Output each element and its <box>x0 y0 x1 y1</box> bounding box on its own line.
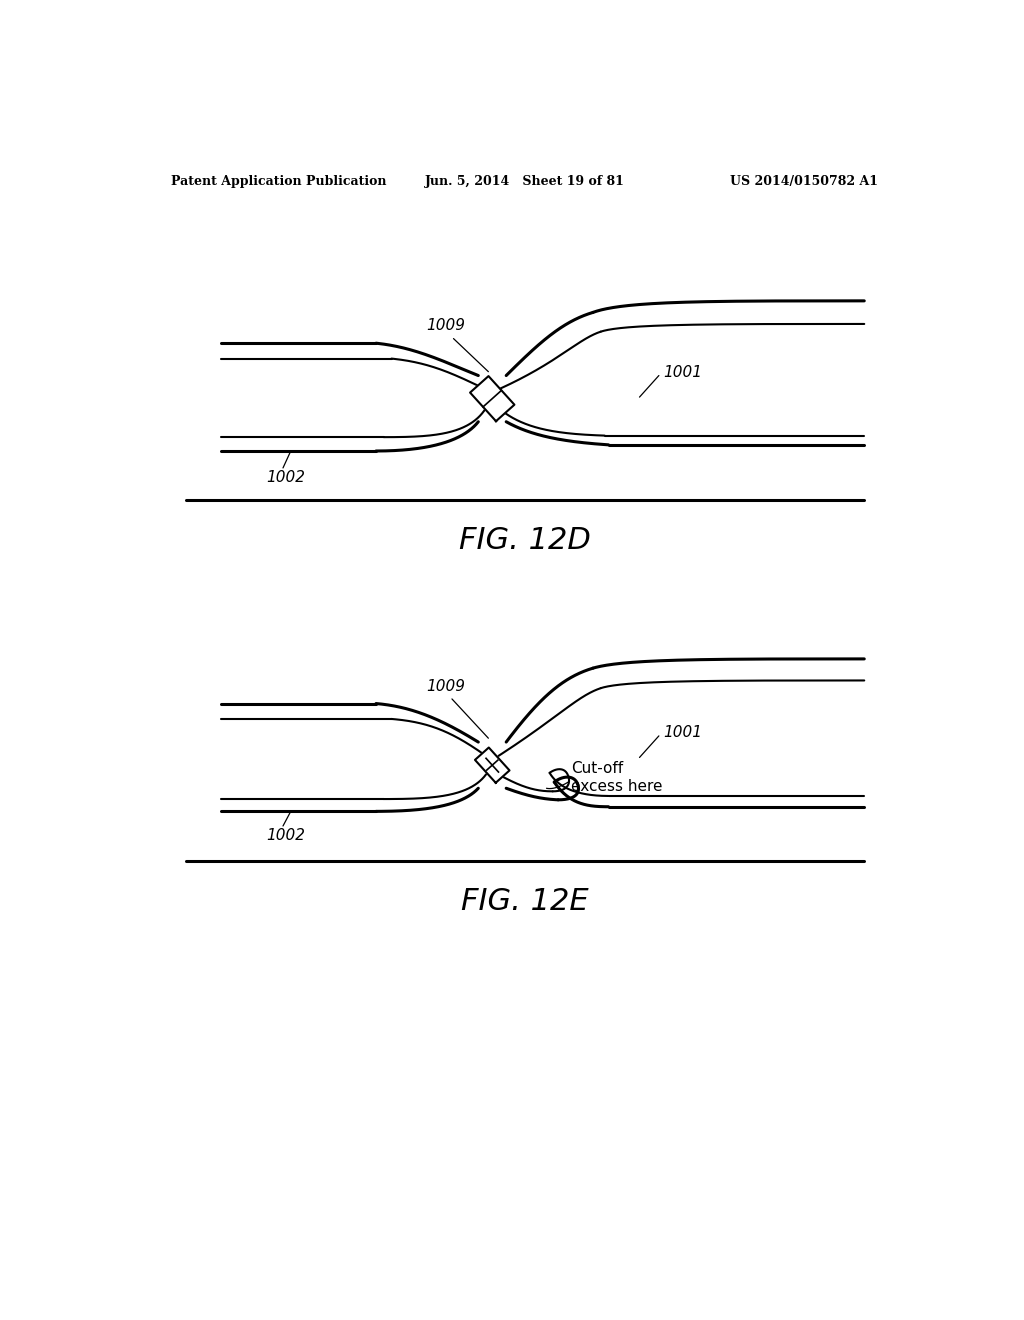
Text: FIG. 12E: FIG. 12E <box>461 887 589 916</box>
Text: 1009: 1009 <box>426 680 465 694</box>
Text: Patent Application Publication: Patent Application Publication <box>171 176 387 189</box>
Text: 1001: 1001 <box>663 364 701 380</box>
Polygon shape <box>470 376 514 421</box>
Polygon shape <box>475 747 510 783</box>
Text: FIG. 12D: FIG. 12D <box>459 527 591 556</box>
Text: 1001: 1001 <box>663 725 701 739</box>
Text: Cut-off
excess here: Cut-off excess here <box>571 762 663 793</box>
Text: Jun. 5, 2014   Sheet 19 of 81: Jun. 5, 2014 Sheet 19 of 81 <box>425 176 625 189</box>
Text: 1002: 1002 <box>266 470 305 486</box>
Text: US 2014/0150782 A1: US 2014/0150782 A1 <box>730 176 879 189</box>
Text: 1002: 1002 <box>266 829 305 843</box>
Text: 1009: 1009 <box>426 318 465 333</box>
